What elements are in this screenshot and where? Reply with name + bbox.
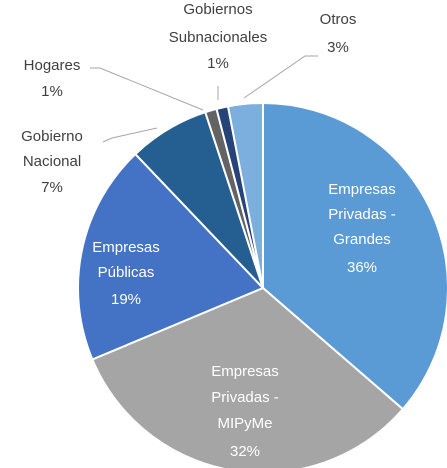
value-label: 36% — [347, 259, 377, 276]
pie-slice — [77, 152, 265, 361]
slice-label: Otros — [320, 11, 357, 28]
value-label: 7% — [41, 179, 63, 196]
value-label: 1% — [207, 55, 229, 72]
pie-slice — [262, 101, 447, 411]
value-label: 3% — [327, 39, 349, 56]
value-label: 1% — [41, 83, 63, 100]
leader-line — [243, 55, 318, 99]
leader-line — [102, 127, 158, 143]
slice-label: Gobierno Nacional — [21, 128, 83, 170]
value-label: 32% — [230, 443, 260, 460]
slice-label: Gobiernos Subnacionales — [169, 1, 267, 46]
slice-label: Empresas Privadas -Grandes — [328, 181, 396, 248]
slice-label: Empresas Públicas — [92, 239, 160, 281]
pie-slice — [91, 286, 405, 468]
slice-label: Empresas Privadas -MIPyMe — [211, 363, 279, 432]
leader-line — [90, 67, 204, 111]
slice-label: Hogares — [24, 57, 81, 74]
value-label: 19% — [111, 291, 141, 308]
pie-slice — [226, 101, 264, 289]
